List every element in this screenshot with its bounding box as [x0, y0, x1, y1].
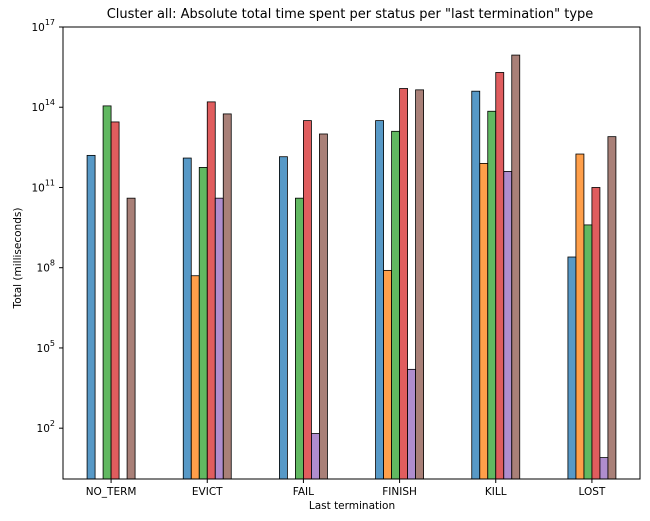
bar: [479, 163, 489, 480]
x-tick-label: LOST: [579, 486, 606, 498]
x-tick-label: NO_TERM: [86, 486, 137, 498]
y-tick-exponent: 11: [45, 178, 55, 187]
x-tick-label: FAIL: [293, 486, 314, 498]
y-tick-label: 1014: [31, 98, 55, 114]
bar: [110, 121, 120, 480]
x-ticks-group: NO_TERM EVICT FAIL FINISH KILL LOST: [86, 479, 606, 498]
bar: [583, 224, 593, 480]
chart-title: Cluster all: Absolute total time spent p…: [107, 7, 594, 22]
bar: [303, 120, 312, 480]
bar: [311, 433, 320, 480]
y-tick-exponent: 14: [45, 98, 55, 107]
y-tick-label: 105: [37, 339, 55, 355]
bar: [383, 269, 392, 480]
bar: [503, 171, 513, 480]
y-tick-exponent: 17: [45, 18, 55, 27]
bar: [375, 120, 384, 480]
y-tick-label: 1017: [31, 18, 55, 34]
bar: [407, 368, 416, 480]
y-tick-exponent: 8: [50, 259, 55, 268]
bar: [190, 275, 200, 480]
bar: [391, 130, 400, 480]
bar: [607, 136, 617, 480]
bar: [279, 156, 288, 480]
y-tick-exponent: 2: [50, 419, 55, 428]
y-tick-exponent: 5: [50, 339, 55, 348]
bar: [295, 197, 304, 480]
y-tick-label: 108: [37, 259, 55, 275]
x-axis-label: Last termination: [309, 500, 395, 512]
x-tick-label: EVICT: [192, 486, 223, 498]
bar: [126, 197, 136, 480]
bar: [182, 157, 192, 480]
bar: [511, 54, 521, 480]
y-tick-label: 102: [37, 419, 55, 435]
bar: [102, 105, 112, 480]
bar: [206, 101, 216, 480]
x-tick-label: FINISH: [382, 486, 417, 498]
y-axis-label: Total (milliseconds): [12, 208, 24, 310]
bar: [86, 154, 96, 480]
bar: [471, 90, 481, 480]
bar: [599, 457, 609, 480]
bar: [319, 133, 328, 480]
bar: [198, 167, 208, 480]
bar: [591, 187, 601, 480]
bar: [487, 110, 497, 480]
bar: [495, 72, 505, 480]
bar: [567, 256, 577, 480]
bar: [214, 197, 224, 480]
plot-frame: [62, 26, 641, 480]
y-tick-label: 1011: [31, 178, 55, 194]
bar: [415, 89, 424, 480]
bar: [222, 113, 232, 480]
bar: [575, 153, 585, 480]
y-ticks-group: 102 105 108 1011 1014 1017: [31, 18, 63, 435]
x-tick-label: KILL: [485, 486, 507, 498]
bars-group: [86, 54, 617, 480]
bar: [399, 88, 408, 480]
